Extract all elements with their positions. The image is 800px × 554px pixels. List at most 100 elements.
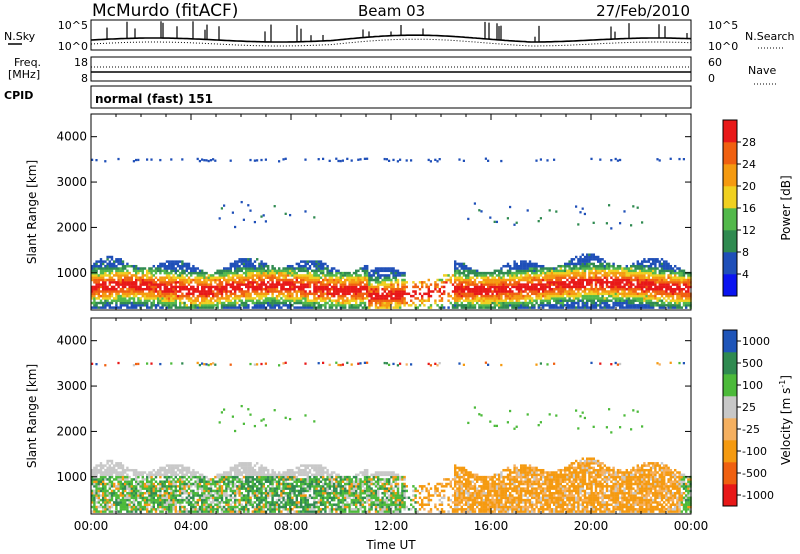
power-cell: [531, 269, 534, 273]
power-cell: [482, 301, 485, 305]
power-cell: [467, 267, 470, 270]
power-cell: [685, 292, 688, 296]
velocity-cell: [108, 475, 111, 479]
velocity-cell: [117, 510, 120, 513]
power-cell: [218, 274, 221, 277]
velocity-cell: [137, 475, 140, 479]
velocity-cell: [126, 510, 129, 513]
power-cell: [341, 159, 344, 162]
power-cell: [289, 294, 292, 298]
power-cell: [146, 274, 149, 277]
power-cell: [99, 294, 103, 298]
power-cell: [531, 281, 534, 284]
power-cell: [174, 283, 177, 286]
power-cell: [374, 294, 378, 298]
power-cell: [581, 267, 584, 270]
power-cell: [511, 276, 514, 279]
power-cell: [528, 297, 532, 300]
power-cell: [498, 276, 501, 279]
power-cell: [124, 283, 127, 286]
power-cell: [520, 276, 523, 279]
power-cell: [322, 269, 325, 273]
power-cell: [313, 271, 316, 275]
power-cell: [614, 157, 617, 161]
power-cell: [168, 267, 171, 270]
power-cell: [597, 299, 600, 302]
power-cell: [610, 292, 613, 296]
power-cell: [223, 274, 226, 277]
power-cell: [322, 292, 325, 296]
power-cell: [234, 281, 237, 284]
power-cell: [577, 301, 580, 305]
power-cell: [429, 294, 433, 298]
power-cell: [289, 306, 292, 309]
power-cell: [399, 271, 402, 275]
power-cell: [652, 306, 655, 309]
power-cell: [137, 271, 140, 275]
power-cell: [179, 260, 182, 263]
power-cell: [478, 297, 481, 300]
power-cell: [660, 290, 664, 293]
power-cell: [641, 267, 644, 270]
power-cell: [220, 294, 224, 298]
power-cell: [647, 299, 650, 302]
power-cell: [124, 267, 127, 270]
power-cell: [126, 299, 129, 302]
power-cell: [588, 269, 591, 273]
power-cell: [658, 274, 661, 277]
power-cell: [302, 267, 305, 270]
power-cell: [638, 304, 642, 307]
power-cell: [256, 267, 259, 270]
power-cell: [148, 281, 151, 284]
power-cell: [377, 274, 380, 277]
power-cell: [300, 299, 303, 302]
power-cell: [102, 297, 105, 300]
power-cell: [660, 274, 664, 277]
power-cell: [335, 278, 338, 282]
power-cell: [324, 267, 327, 270]
power-cell: [658, 278, 661, 282]
power-cell: [674, 290, 677, 293]
power-cell: [392, 276, 395, 279]
power-cell: [275, 283, 279, 286]
power-cell: [599, 285, 602, 289]
power-cell: [550, 271, 554, 275]
power-cell: [359, 278, 362, 282]
noise-spikes: [106, 21, 688, 42]
power-cell: [592, 292, 595, 296]
y-tick-label: 1000: [56, 266, 87, 280]
velocity-cell: [115, 508, 118, 511]
velocity-cell: [124, 475, 127, 479]
power-cell: [471, 301, 474, 305]
power-cell: [614, 283, 617, 286]
power-cell: [201, 158, 204, 161]
power-cell: [625, 281, 628, 284]
power-cell: [478, 274, 481, 277]
power-cell: [333, 274, 336, 277]
power-cell: [570, 271, 573, 275]
power-cell: [583, 290, 587, 293]
power-cell: [260, 287, 263, 291]
power-cell: [165, 283, 169, 286]
power-cell: [115, 258, 118, 261]
power-cell: [524, 294, 527, 298]
power-cell: [632, 297, 635, 300]
power-cell: [513, 271, 516, 275]
velocity-cell: [148, 491, 151, 495]
power-cell: [592, 299, 595, 302]
velocity-cell: [154, 498, 158, 502]
power-cell: [454, 276, 457, 279]
power-cell: [579, 274, 582, 277]
power-cell: [146, 301, 149, 305]
power-cell: [531, 264, 534, 268]
velocity-cell: [102, 480, 105, 483]
power-cell: [546, 290, 549, 293]
power-cell: [176, 264, 180, 268]
power-cell: [304, 264, 307, 268]
power-cell: [592, 262, 595, 266]
power-cell: [357, 292, 360, 296]
power-cell: [559, 278, 562, 282]
power-cell: [227, 269, 230, 273]
power-cell: [484, 278, 488, 282]
power-cell: [126, 304, 129, 307]
